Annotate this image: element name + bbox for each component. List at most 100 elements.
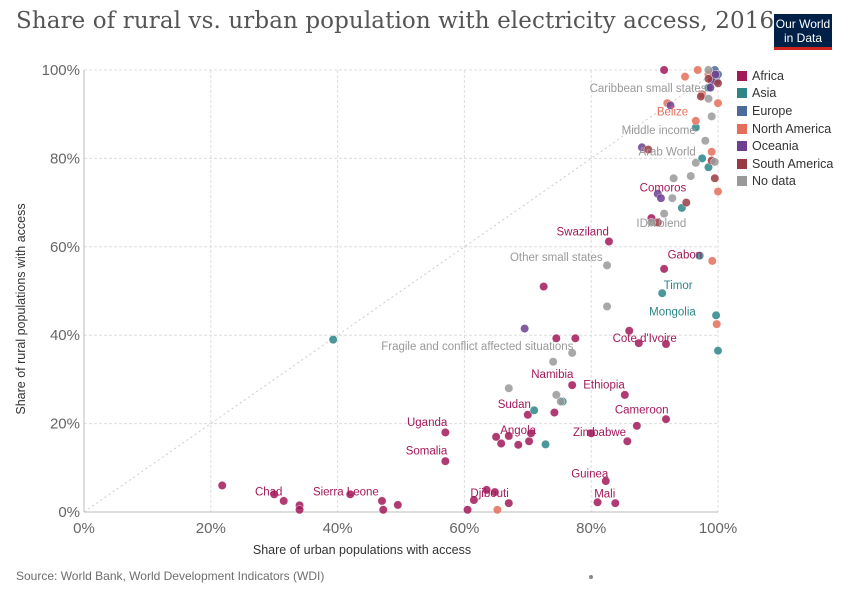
data-point (550, 408, 559, 417)
data-point (705, 83, 715, 93)
y-tick-label: 40% (50, 327, 80, 344)
data-point (526, 428, 536, 438)
y-tick-label: 20% (50, 416, 80, 433)
data-point (440, 456, 450, 466)
data-point (567, 348, 577, 358)
data-point (593, 497, 602, 507)
point-label: Chad (255, 487, 283, 499)
legend-label: No data (752, 174, 796, 189)
point-label: Comoros (640, 183, 687, 195)
data-point (659, 264, 669, 274)
data-point (463, 505, 472, 515)
data-point (490, 487, 500, 497)
data-point (496, 439, 506, 448)
data-point (711, 310, 721, 320)
data-point (539, 282, 549, 291)
data-point (529, 405, 539, 415)
legend-swatch (737, 141, 747, 152)
data-point (707, 256, 717, 266)
data-point (643, 145, 653, 154)
data-point (620, 390, 630, 400)
data-point (279, 496, 289, 506)
point-label: Zimbabwe (573, 427, 626, 439)
data-point (556, 397, 566, 406)
legend-item[interactable]: North America (737, 120, 833, 138)
data-point (345, 489, 355, 499)
data-point (524, 436, 534, 446)
data-point (713, 187, 723, 196)
data-point (707, 112, 717, 121)
data-point (712, 319, 722, 329)
data-point (602, 260, 612, 270)
data-point (691, 158, 701, 168)
data-point (295, 505, 304, 515)
legend-item[interactable]: No data (737, 173, 833, 191)
legend-label: Asia (752, 86, 777, 101)
point-label: Gabon (668, 250, 703, 262)
point-label: Cote d'Ivoire (613, 333, 677, 345)
data-point (700, 136, 710, 146)
owid-logo[interactable]: Our World in Data (774, 14, 832, 50)
legend-item[interactable]: Europe (737, 102, 833, 120)
point-label: Angola (500, 425, 536, 437)
legend-label: North America (752, 121, 832, 136)
point-label: Namibia (531, 369, 574, 381)
data-point (570, 333, 580, 343)
data-point (691, 116, 701, 126)
data-point (523, 410, 533, 420)
data-point (656, 193, 666, 203)
data-point (713, 78, 723, 88)
data-point (378, 505, 388, 515)
data-point (693, 65, 703, 75)
data-point (711, 70, 720, 79)
point-label: Djibouti (470, 488, 508, 500)
data-point (504, 431, 514, 441)
legend-item[interactable]: South America (737, 155, 833, 173)
point-label: Timor (664, 280, 693, 292)
point-label: Sudan (498, 399, 531, 411)
data-point (697, 153, 707, 163)
point-label: Somalia (406, 446, 448, 458)
data-point (393, 500, 403, 510)
legend-swatch (737, 123, 747, 134)
point-label: Sierra Leone (313, 487, 379, 499)
data-point (504, 383, 514, 393)
legend-item[interactable]: Oceania (737, 137, 833, 155)
data-point (632, 421, 642, 431)
x-tick-label: 80% (576, 520, 606, 537)
source-note: Source: World Bank, World Development In… (16, 569, 325, 583)
data-point (586, 428, 596, 438)
data-point (686, 171, 696, 181)
data-point (377, 496, 387, 506)
point-label: Ethiopia (583, 380, 625, 392)
point-label: IDA blend (636, 218, 686, 230)
logo-line-2: in Data (783, 31, 823, 45)
data-point (704, 74, 713, 84)
legend-item[interactable]: Africa (737, 67, 833, 85)
legend-swatch (737, 70, 747, 81)
y-tick-label: 80% (50, 150, 80, 167)
data-point (551, 333, 561, 343)
point-label: Swaziland (557, 226, 609, 238)
data-point (469, 495, 479, 505)
data-point (513, 440, 523, 450)
data-point (657, 288, 667, 298)
dot-marker (589, 575, 593, 579)
data-point (704, 94, 713, 104)
data-point (328, 335, 338, 345)
data-point (541, 439, 550, 449)
chart-title: Share of rural vs. urban population with… (16, 8, 775, 34)
data-point (492, 505, 502, 515)
data-point (520, 324, 530, 333)
data-point (695, 251, 705, 261)
data-point (667, 193, 677, 203)
legend-label: Oceania (752, 139, 799, 154)
legend-label: Africa (752, 68, 784, 83)
point-label: Cameroon (615, 404, 669, 416)
data-point (713, 98, 723, 108)
data-point (704, 65, 713, 75)
data-point (659, 65, 669, 75)
legend: Africa Asia Europe North America Oceania Sout… (737, 67, 833, 190)
legend-item[interactable]: Asia (737, 85, 833, 103)
